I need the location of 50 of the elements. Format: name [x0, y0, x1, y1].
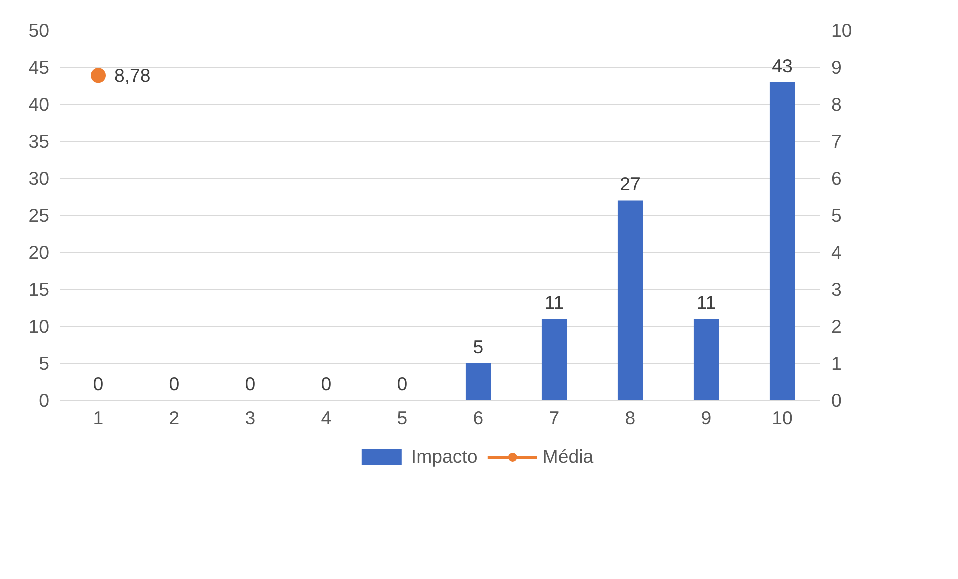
data-label: 0 [397, 374, 408, 394]
y-tick-label: 50 [28, 20, 50, 41]
data-label: 27 [620, 174, 641, 195]
y-tick-label: 45 [28, 57, 50, 78]
y-tick-label: 40 [28, 94, 50, 115]
y2-tick-label: 4 [832, 242, 842, 263]
data-label: 5 [473, 336, 484, 358]
y2-tick-label: 3 [832, 279, 842, 300]
x-tick-label: 4 [321, 408, 332, 428]
x-tick-label: 8 [625, 408, 636, 428]
x-tick-label: 3 [245, 408, 256, 428]
y2-tick-label: 5 [832, 205, 842, 226]
x-tick-label: 9 [701, 408, 712, 428]
bar [466, 364, 492, 400]
legend-label: Média [542, 446, 594, 468]
data-label: 11 [544, 292, 564, 314]
y2-tick-label: 6 [832, 168, 842, 189]
y2-tick-label: 9 [832, 57, 842, 78]
x-tick-label: 5 [397, 408, 408, 428]
y-tick-label: 20 [28, 242, 50, 263]
y-tick-label: 0 [39, 390, 50, 411]
y-tick-label: 35 [28, 131, 50, 152]
x-tick-label: 7 [549, 408, 560, 428]
x-tick-label: 10 [772, 408, 793, 428]
data-label: 0 [321, 374, 332, 394]
bar [618, 200, 644, 400]
y-tick-label: 5 [39, 353, 50, 374]
data-label: 0 [169, 374, 180, 394]
y2-tick-label: 7 [832, 131, 842, 152]
y2-tick-label: 1 [832, 353, 842, 374]
bar [694, 319, 720, 400]
y2-tick-label: 0 [832, 390, 842, 411]
data-label: 43 [772, 55, 793, 76]
data-label: 8,78 [114, 65, 151, 86]
legend-label: Impacto [411, 446, 478, 468]
y-tick-label: 25 [28, 205, 50, 226]
data-label: 0 [245, 374, 256, 394]
y2-tick-label: 8 [832, 94, 842, 115]
data-label: 0 [93, 374, 104, 394]
y-tick-label: 10 [28, 316, 50, 337]
x-tick-label: 1 [93, 408, 104, 428]
bar [770, 82, 796, 400]
data-label: 11 [696, 292, 716, 314]
x-tick-label: 6 [473, 408, 484, 428]
y-tick-label: 15 [28, 279, 50, 300]
bar [542, 319, 568, 400]
y-tick-label: 30 [28, 168, 50, 189]
y2-tick-label: 10 [832, 20, 852, 41]
y2-tick-label: 2 [832, 316, 842, 337]
x-tick-label: 2 [169, 408, 180, 428]
